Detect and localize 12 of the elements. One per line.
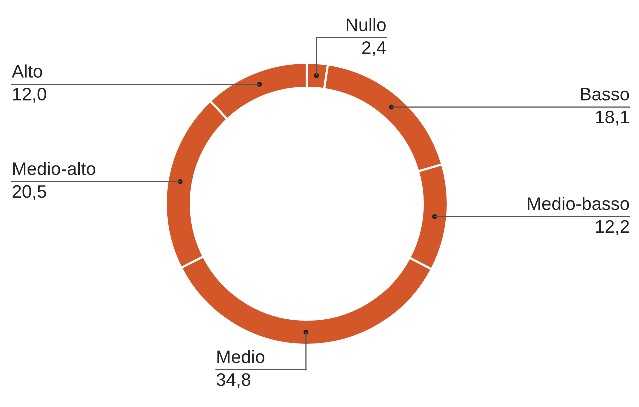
data-label: 12,0 [13,88,46,103]
data-label: 20,5 [12,185,46,200]
slice-label: Nullo [347,18,386,32]
slice-label: Medio [218,350,265,364]
data-label: 34,8 [216,373,251,388]
slice-label: Medio-alto [13,162,96,176]
data-label: 2,4 [362,41,386,56]
slice-label: Alto [12,64,42,78]
slice-label: Basso [581,88,630,101]
data-label: 12,2 [596,220,630,236]
data-label: 18,1 [596,110,630,126]
slice-label: Medio-basso [528,197,630,210]
